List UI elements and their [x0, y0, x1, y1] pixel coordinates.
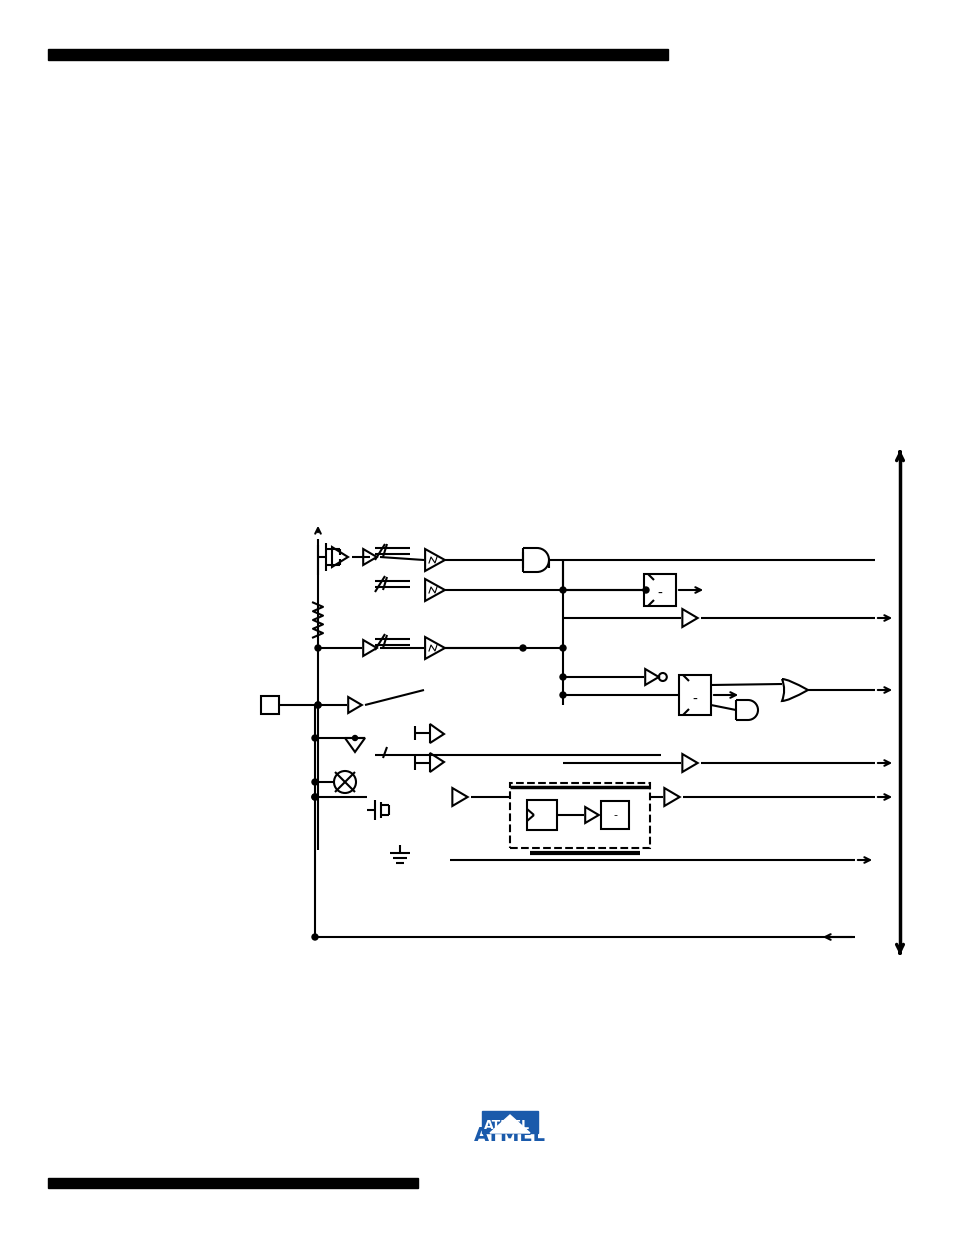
- Text: -: -: [657, 587, 661, 601]
- Circle shape: [312, 735, 317, 741]
- Bar: [600, 802, 628, 829]
- Circle shape: [559, 674, 565, 680]
- Bar: [48, 49, 667, 61]
- Circle shape: [312, 794, 317, 800]
- Bar: [526, 800, 557, 830]
- Text: ATMEL: ATMEL: [474, 1126, 545, 1145]
- Bar: [261, 697, 278, 714]
- Bar: [48, 1178, 417, 1188]
- Bar: [643, 574, 676, 606]
- Text: ATMEL: ATMEL: [483, 1119, 530, 1132]
- Circle shape: [312, 779, 317, 785]
- Polygon shape: [490, 1115, 530, 1132]
- Circle shape: [642, 587, 648, 593]
- Circle shape: [314, 645, 320, 651]
- Circle shape: [312, 794, 317, 800]
- Text: -: -: [613, 810, 617, 820]
- Bar: [679, 676, 710, 715]
- Circle shape: [314, 701, 320, 708]
- Circle shape: [559, 587, 565, 593]
- Circle shape: [519, 645, 525, 651]
- Circle shape: [352, 736, 357, 741]
- Bar: [510, 783, 649, 847]
- Bar: [481, 1112, 537, 1132]
- Circle shape: [314, 701, 320, 708]
- Circle shape: [559, 645, 565, 651]
- Circle shape: [559, 692, 565, 698]
- Circle shape: [312, 934, 317, 940]
- Text: -: -: [692, 693, 697, 706]
